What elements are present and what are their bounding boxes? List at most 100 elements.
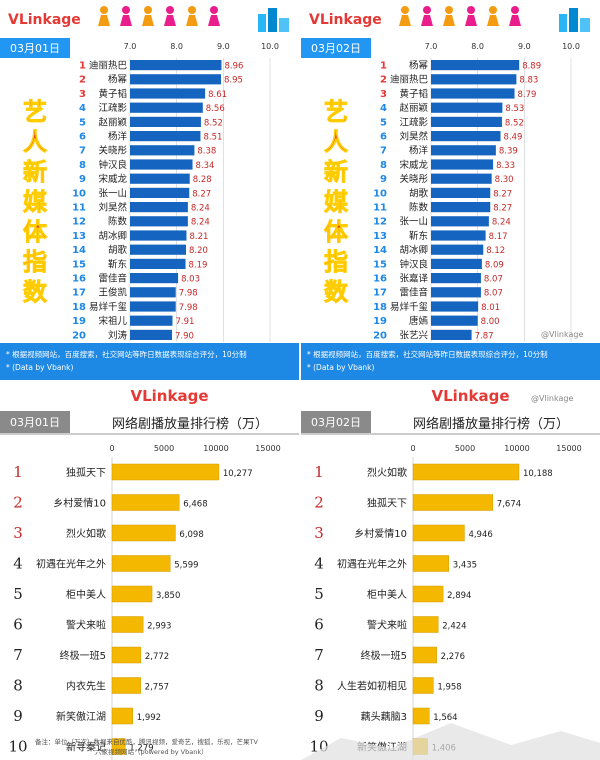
artist-name: 刘涛 — [108, 329, 128, 341]
value-label: 7.98 — [179, 289, 198, 299]
bar — [412, 646, 437, 664]
value-label: 8.09 — [485, 260, 504, 270]
brand-logo: VLinkage — [131, 387, 209, 405]
axis-tick-label: 10000 — [504, 444, 529, 453]
rank-label: 19 — [373, 316, 387, 327]
decoration-mountain — [301, 723, 600, 760]
drama-name: 独孤天下 — [367, 497, 407, 510]
drama-name: 初遇在光年之外 — [337, 558, 407, 571]
person-icon — [421, 15, 433, 26]
value-label: 8.24 — [191, 218, 210, 228]
rank-label: 2 — [79, 75, 86, 86]
rank-label: 6 — [314, 616, 324, 634]
value-label: 8.27 — [493, 204, 512, 214]
bar — [130, 287, 176, 298]
bar — [412, 677, 434, 694]
rank-label: 16 — [373, 274, 387, 285]
value-label: 10,188 — [523, 469, 553, 479]
value-label: 8.34 — [196, 161, 215, 171]
rank-label: 8 — [13, 677, 23, 695]
value-label: 8.21 — [189, 232, 208, 242]
value-label: 8.19 — [189, 260, 208, 270]
person-icon — [122, 6, 130, 14]
axis-tick-label: 0 — [410, 444, 415, 453]
axis-tick-label: 7.0 — [425, 42, 438, 51]
value-label: 8.03 — [181, 275, 200, 285]
rank-label: 18 — [373, 302, 387, 313]
artist-name: 胡歌 — [108, 244, 128, 256]
rank-label: 6 — [380, 132, 387, 143]
bottom-left-panel: VLinkage 03月01日 网络剧播放量排行榜（万） 0 5000 10000 1500… — [0, 383, 299, 760]
artist-name: 刘昊然 — [98, 202, 127, 214]
bar — [130, 74, 221, 85]
rank-label: 13 — [373, 231, 387, 242]
value-label: 8.39 — [499, 147, 518, 157]
artist-name: 宋祖儿 — [98, 315, 127, 327]
drama-name: 人生若如初相见 — [337, 680, 407, 693]
value-label: 8.83 — [519, 76, 538, 86]
axis-tick-label: 10.0 — [261, 42, 279, 51]
rank-label: 5 — [314, 585, 324, 603]
rank-label: 6 — [13, 616, 23, 634]
artist-name: 张嘉译 — [399, 273, 428, 285]
value-label: 8.51 — [203, 133, 222, 143]
artist-name: 张一山 — [98, 188, 127, 199]
rank-label: 13 — [72, 231, 86, 242]
bar — [130, 258, 186, 269]
value-label: 1,564 — [433, 713, 457, 723]
value-label: 8.52 — [505, 118, 524, 128]
rank-label: 9 — [13, 707, 23, 725]
person-icon — [208, 15, 220, 26]
drama-name: 内衣先生 — [66, 680, 106, 693]
rank-label: 10 — [72, 188, 86, 199]
person-icon — [487, 15, 499, 26]
bar — [431, 187, 491, 198]
value-label: 7.98 — [179, 303, 198, 313]
rank-label: 3 — [13, 524, 23, 542]
rank-label: 15 — [373, 259, 387, 270]
person-icon — [100, 6, 108, 14]
artist-name: 迪丽热巴 — [390, 74, 428, 86]
chart-area — [130, 58, 270, 342]
bar — [130, 216, 188, 227]
axis-tick-label: 9.0 — [518, 42, 531, 51]
rank-label: 14 — [72, 245, 86, 256]
person-icon — [445, 6, 453, 14]
artist-name: 陈数 — [108, 216, 128, 228]
person-icon — [120, 15, 132, 26]
artist-name: 刘昊然 — [399, 131, 428, 143]
person-icon — [164, 15, 176, 26]
rank-label: 16 — [72, 274, 86, 285]
artist-name: 宋威龙 — [98, 173, 127, 185]
value-label: 10,277 — [223, 469, 253, 479]
person-icon — [401, 6, 409, 14]
bar — [431, 315, 478, 326]
bar — [412, 707, 430, 725]
axis-tick-label: 10.0 — [562, 42, 580, 51]
rank-label: 7 — [314, 646, 324, 664]
bar — [111, 463, 220, 481]
vertical-title-char: 体 — [324, 218, 349, 246]
bar — [431, 145, 496, 156]
bar — [130, 173, 190, 184]
drama-name: 藕头藕脑3 — [361, 710, 407, 723]
person-icon — [166, 6, 174, 14]
footnote: * 根据视频网站，百度搜索，社交网站等昨日数据表现综合评分，10分制 — [307, 349, 548, 359]
building-icon — [279, 18, 289, 32]
value-label: 8.17 — [489, 232, 508, 242]
bar — [412, 616, 439, 633]
drama-name: 新寻秦记 — [66, 741, 106, 754]
axis-tick-label: 0 — [109, 444, 114, 453]
artist-name: 赵丽颖 — [399, 102, 428, 114]
rank-label: 4 — [13, 555, 23, 573]
value-label: 4,946 — [468, 530, 492, 540]
value-label: 8.27 — [192, 189, 211, 199]
bar — [130, 230, 187, 241]
building-icon — [258, 14, 266, 32]
bar — [130, 131, 201, 142]
building-icon — [559, 14, 567, 32]
bar — [431, 216, 489, 227]
value-label: 8.01 — [481, 303, 500, 313]
drama-name: 乡村爱情10 — [53, 497, 106, 510]
